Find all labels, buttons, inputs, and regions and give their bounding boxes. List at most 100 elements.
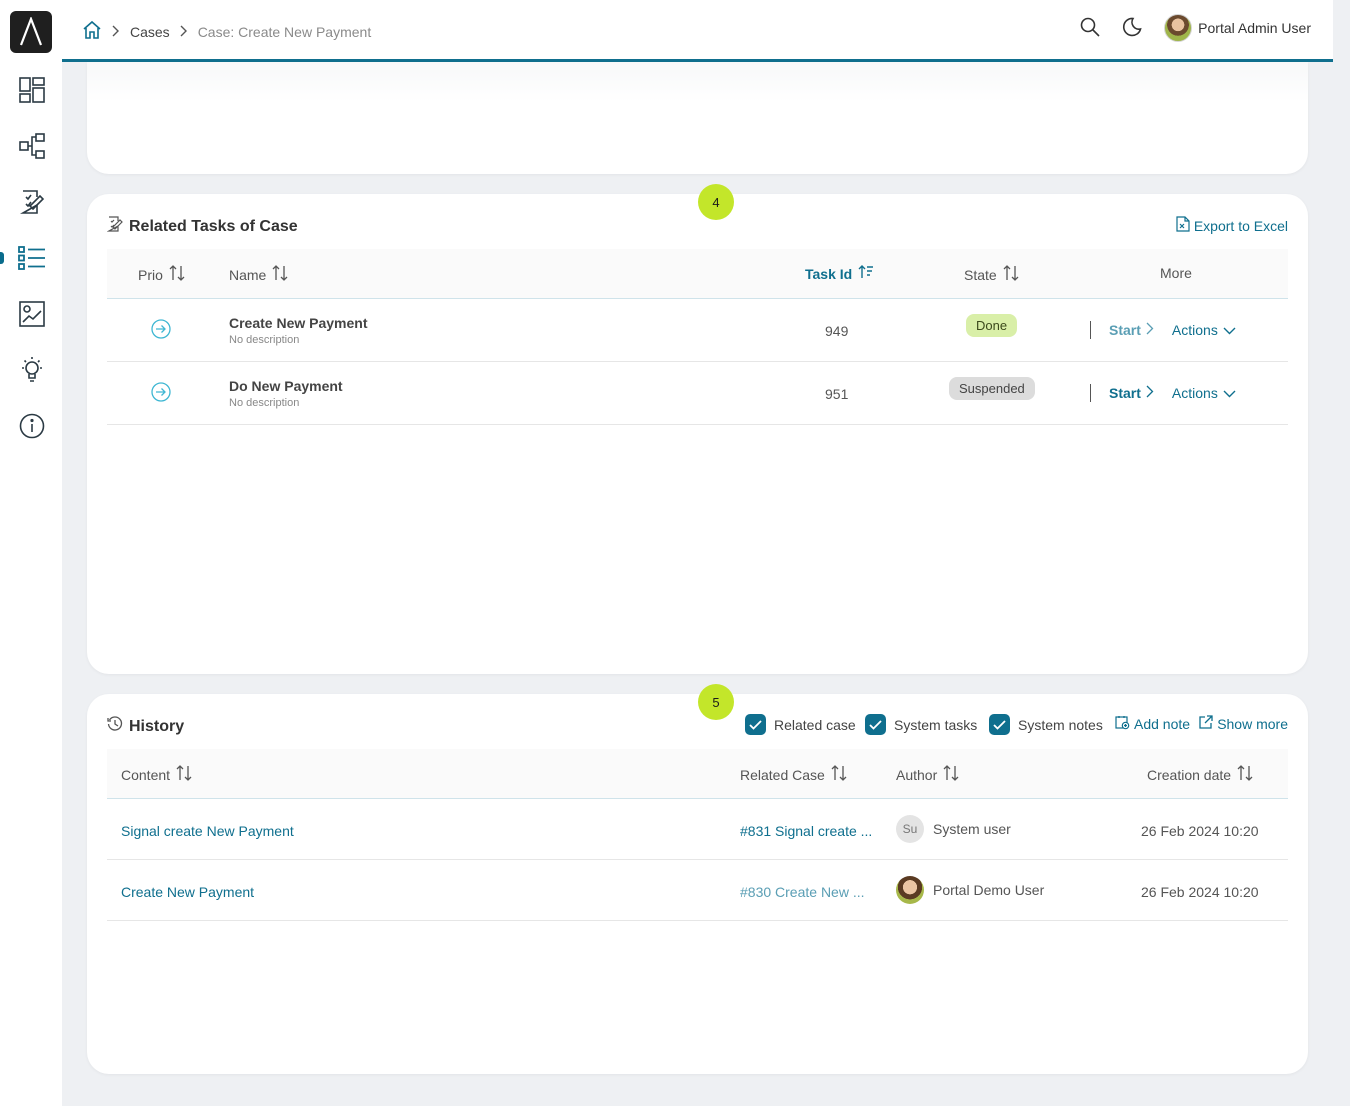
step-badge-5: 5 <box>698 684 734 720</box>
table-row[interactable]: Signal create New Payment #831 Signal cr… <box>107 799 1288 860</box>
previous-section-card <box>87 62 1308 174</box>
related-case-link[interactable]: #831 Signal create ... <box>740 823 873 839</box>
column-name[interactable]: Name <box>229 265 288 284</box>
task-name[interactable]: Create New Payment <box>229 315 368 331</box>
chevron-right-icon <box>180 24 188 40</box>
add-note-icon <box>1115 715 1130 733</box>
sort-icon <box>831 765 847 784</box>
checkbox-checked-icon[interactable] <box>989 714 1010 735</box>
filter-system-tasks[interactable]: System tasks <box>865 714 977 735</box>
task-id: 951 <box>825 386 849 402</box>
add-note-button[interactable]: Add note <box>1115 715 1190 733</box>
tasks-icon[interactable] <box>17 187 47 217</box>
state-badge: Suspended <box>949 377 1035 400</box>
user-menu[interactable]: Portal Admin User <box>1164 14 1311 42</box>
app-logo[interactable] <box>10 11 52 53</box>
user-name: Portal Admin User <box>1198 20 1311 36</box>
column-more: More <box>1160 265 1192 281</box>
history-title-text: History <box>129 717 185 735</box>
breadcrumb: Cases Case: Create New Payment <box>82 20 371 43</box>
task-list-icon <box>106 216 123 237</box>
dashboard-icon[interactable] <box>17 75 47 105</box>
start-task-button[interactable]: Start <box>1109 385 1154 401</box>
task-description: No description <box>229 397 300 409</box>
dark-mode-icon[interactable] <box>1122 17 1142 40</box>
excel-file-icon <box>1176 216 1190 235</box>
sort-icon <box>169 265 185 284</box>
sort-icon <box>176 765 192 784</box>
creation-date: 26 Feb 2024 10:20 <box>1141 823 1259 839</box>
process-idea-icon[interactable] <box>17 355 47 385</box>
column-prio[interactable]: Prio <box>138 265 185 284</box>
state-badge: Done <box>966 314 1018 337</box>
breadcrumb-current: Case: Create New Payment <box>197 23 372 40</box>
chevron-right-icon <box>1146 322 1154 338</box>
info-icon[interactable] <box>17 411 47 441</box>
table-row[interactable]: Do New Payment No description 951 Suspen… <box>107 362 1288 425</box>
actions-dropdown[interactable]: Actions <box>1172 322 1236 338</box>
start-task-button[interactable]: Start <box>1109 322 1154 338</box>
column-state[interactable]: State <box>964 265 1019 284</box>
creation-date: 26 Feb 2024 10:20 <box>1141 884 1259 900</box>
column-content[interactable]: Content <box>121 765 192 784</box>
step-badge-4: 4 <box>698 184 734 220</box>
chevron-down-icon <box>1223 385 1236 401</box>
history-author: Su System user <box>896 815 1011 843</box>
divider <box>1090 384 1091 402</box>
breadcrumb-cases[interactable]: Cases <box>130 23 170 40</box>
active-indicator <box>0 252 4 264</box>
user-avatar <box>1164 14 1193 42</box>
sort-ascending-icon <box>858 265 874 282</box>
related-tasks-title: Related Tasks of Case <box>106 216 298 237</box>
checkbox-checked-icon[interactable] <box>865 714 886 735</box>
statistics-icon[interactable] <box>17 299 47 329</box>
table-row[interactable]: Create New Payment #830 Create New ... P… <box>107 860 1288 921</box>
column-author[interactable]: Author <box>896 765 959 784</box>
history-content[interactable]: Signal create New Payment <box>121 823 294 839</box>
table-header: Content Related Case Author Creation dat… <box>107 749 1288 799</box>
author-avatar <box>896 876 924 904</box>
sort-icon <box>1003 265 1019 284</box>
search-icon[interactable] <box>1080 17 1100 40</box>
task-id: 949 <box>825 323 849 339</box>
history-table: Content Related Case Author Creation dat… <box>107 749 1288 921</box>
home-icon[interactable] <box>82 20 102 43</box>
cases-icon[interactable] <box>17 243 47 273</box>
table-row[interactable]: Create New Payment No description 949 Do… <box>107 299 1288 362</box>
related-tasks-title-text: Related Tasks of Case <box>129 217 298 235</box>
divider <box>1090 321 1091 339</box>
sort-icon <box>1237 765 1253 784</box>
history-icon <box>107 716 123 737</box>
sidebar <box>0 0 62 1106</box>
filter-system-notes[interactable]: System notes <box>989 714 1103 735</box>
task-name[interactable]: Do New Payment <box>229 378 343 394</box>
history-content[interactable]: Create New Payment <box>121 884 255 900</box>
export-excel-button[interactable]: Export to Excel <box>1176 216 1288 235</box>
related-case-link[interactable]: #830 Create New ... <box>740 884 865 900</box>
export-excel-label: Export to Excel <box>1193 217 1288 234</box>
sort-icon <box>272 265 288 284</box>
external-link-icon <box>1198 715 1213 733</box>
related-tasks-table: Prio Name Task Id State More Create New … <box>107 249 1288 425</box>
show-more-button[interactable]: Show more <box>1198 715 1288 733</box>
priority-normal-icon <box>151 319 171 342</box>
history-card: 5 History Related case System tasks Syst… <box>87 684 1308 1074</box>
task-description: No description <box>229 334 300 346</box>
actions-dropdown[interactable]: Actions <box>1172 385 1236 401</box>
history-author: Portal Demo User <box>896 876 1044 904</box>
table-header: Prio Name Task Id State More <box>107 249 1288 299</box>
filter-related-case[interactable]: Related case <box>745 714 856 735</box>
top-header: Cases Case: Create New Payment Portal Ad… <box>62 0 1333 62</box>
chevron-down-icon <box>1223 322 1236 338</box>
column-related-case[interactable]: Related Case <box>740 765 847 784</box>
sort-icon <box>943 765 959 784</box>
priority-normal-icon <box>151 382 171 405</box>
checkbox-checked-icon[interactable] <box>745 714 766 735</box>
chevron-right-icon <box>112 24 120 40</box>
related-tasks-card: 4 Related Tasks of Case Export to Excel … <box>87 184 1308 674</box>
history-title: History <box>107 716 184 737</box>
column-task-id[interactable]: Task Id <box>805 265 874 282</box>
processes-icon[interactable] <box>17 131 47 161</box>
column-creation-date[interactable]: Creation date <box>1147 765 1253 784</box>
chevron-right-icon <box>1146 385 1154 401</box>
